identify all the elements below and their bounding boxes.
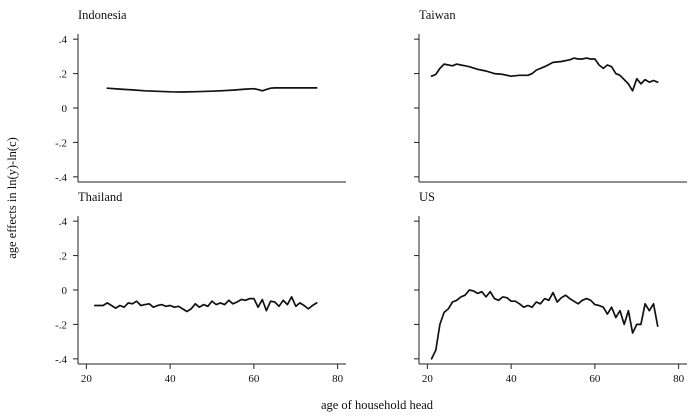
x-tick-label-us: 40: [506, 373, 518, 385]
y-tick-label-indonesia: -.4: [55, 172, 67, 184]
panel-indonesia: Indonesia .4 .2 0 -.2 -.4: [55, 8, 346, 184]
series-line-taiwan: [430, 57, 659, 92]
series-line-indonesia: [106, 87, 318, 93]
panel-title-indonesia: Indonesia: [78, 8, 127, 22]
y-tick-label-indonesia: .2: [59, 69, 67, 81]
x-tick-label-us: 60: [589, 373, 601, 385]
x-tick-label-thailand: 80: [332, 373, 344, 385]
panel-title-us: US: [419, 190, 435, 204]
y-tick-label-indonesia: 0: [62, 103, 68, 115]
y-tick-label-thailand: -.4: [55, 354, 67, 366]
x-tick-label-us: 20: [422, 373, 434, 385]
x-tick-label-thailand: 40: [165, 373, 177, 385]
panel-title-taiwan: Taiwan: [419, 8, 456, 22]
x-tick-label-thailand: 20: [81, 373, 93, 385]
series-line-thailand: [93, 296, 318, 313]
y-tick-label-thailand: -.2: [55, 319, 67, 331]
y-tick-label-thailand: .2: [59, 251, 67, 263]
panel-taiwan: Taiwan: [414, 8, 687, 183]
y-axis-label: age effects in ln(y)-ln(c): [5, 137, 19, 259]
y-tick-label-thailand: .4: [59, 216, 68, 228]
y-tick-label-indonesia: .4: [59, 34, 68, 46]
x-tick-label-us: 80: [673, 373, 685, 385]
panel-title-thailand: Thailand: [78, 190, 123, 204]
panel-thailand: Thailand .4 .2 0 -.2 -.4 20 40 60 80: [55, 190, 346, 385]
chart-panels: Indonesia .4 .2 0 -.2 -.4 Taiwan Thailand .4 .2 0 -…: [55, 8, 687, 385]
panel-us: US 20 40 60 80: [414, 190, 687, 385]
y-tick-label-thailand: 0: [62, 285, 68, 297]
y-tick-label-indonesia: -.2: [55, 137, 67, 149]
series-line-us: [430, 289, 659, 360]
x-tick-label-thailand: 60: [248, 373, 260, 385]
x-axis-label: age of household head: [321, 398, 434, 412]
